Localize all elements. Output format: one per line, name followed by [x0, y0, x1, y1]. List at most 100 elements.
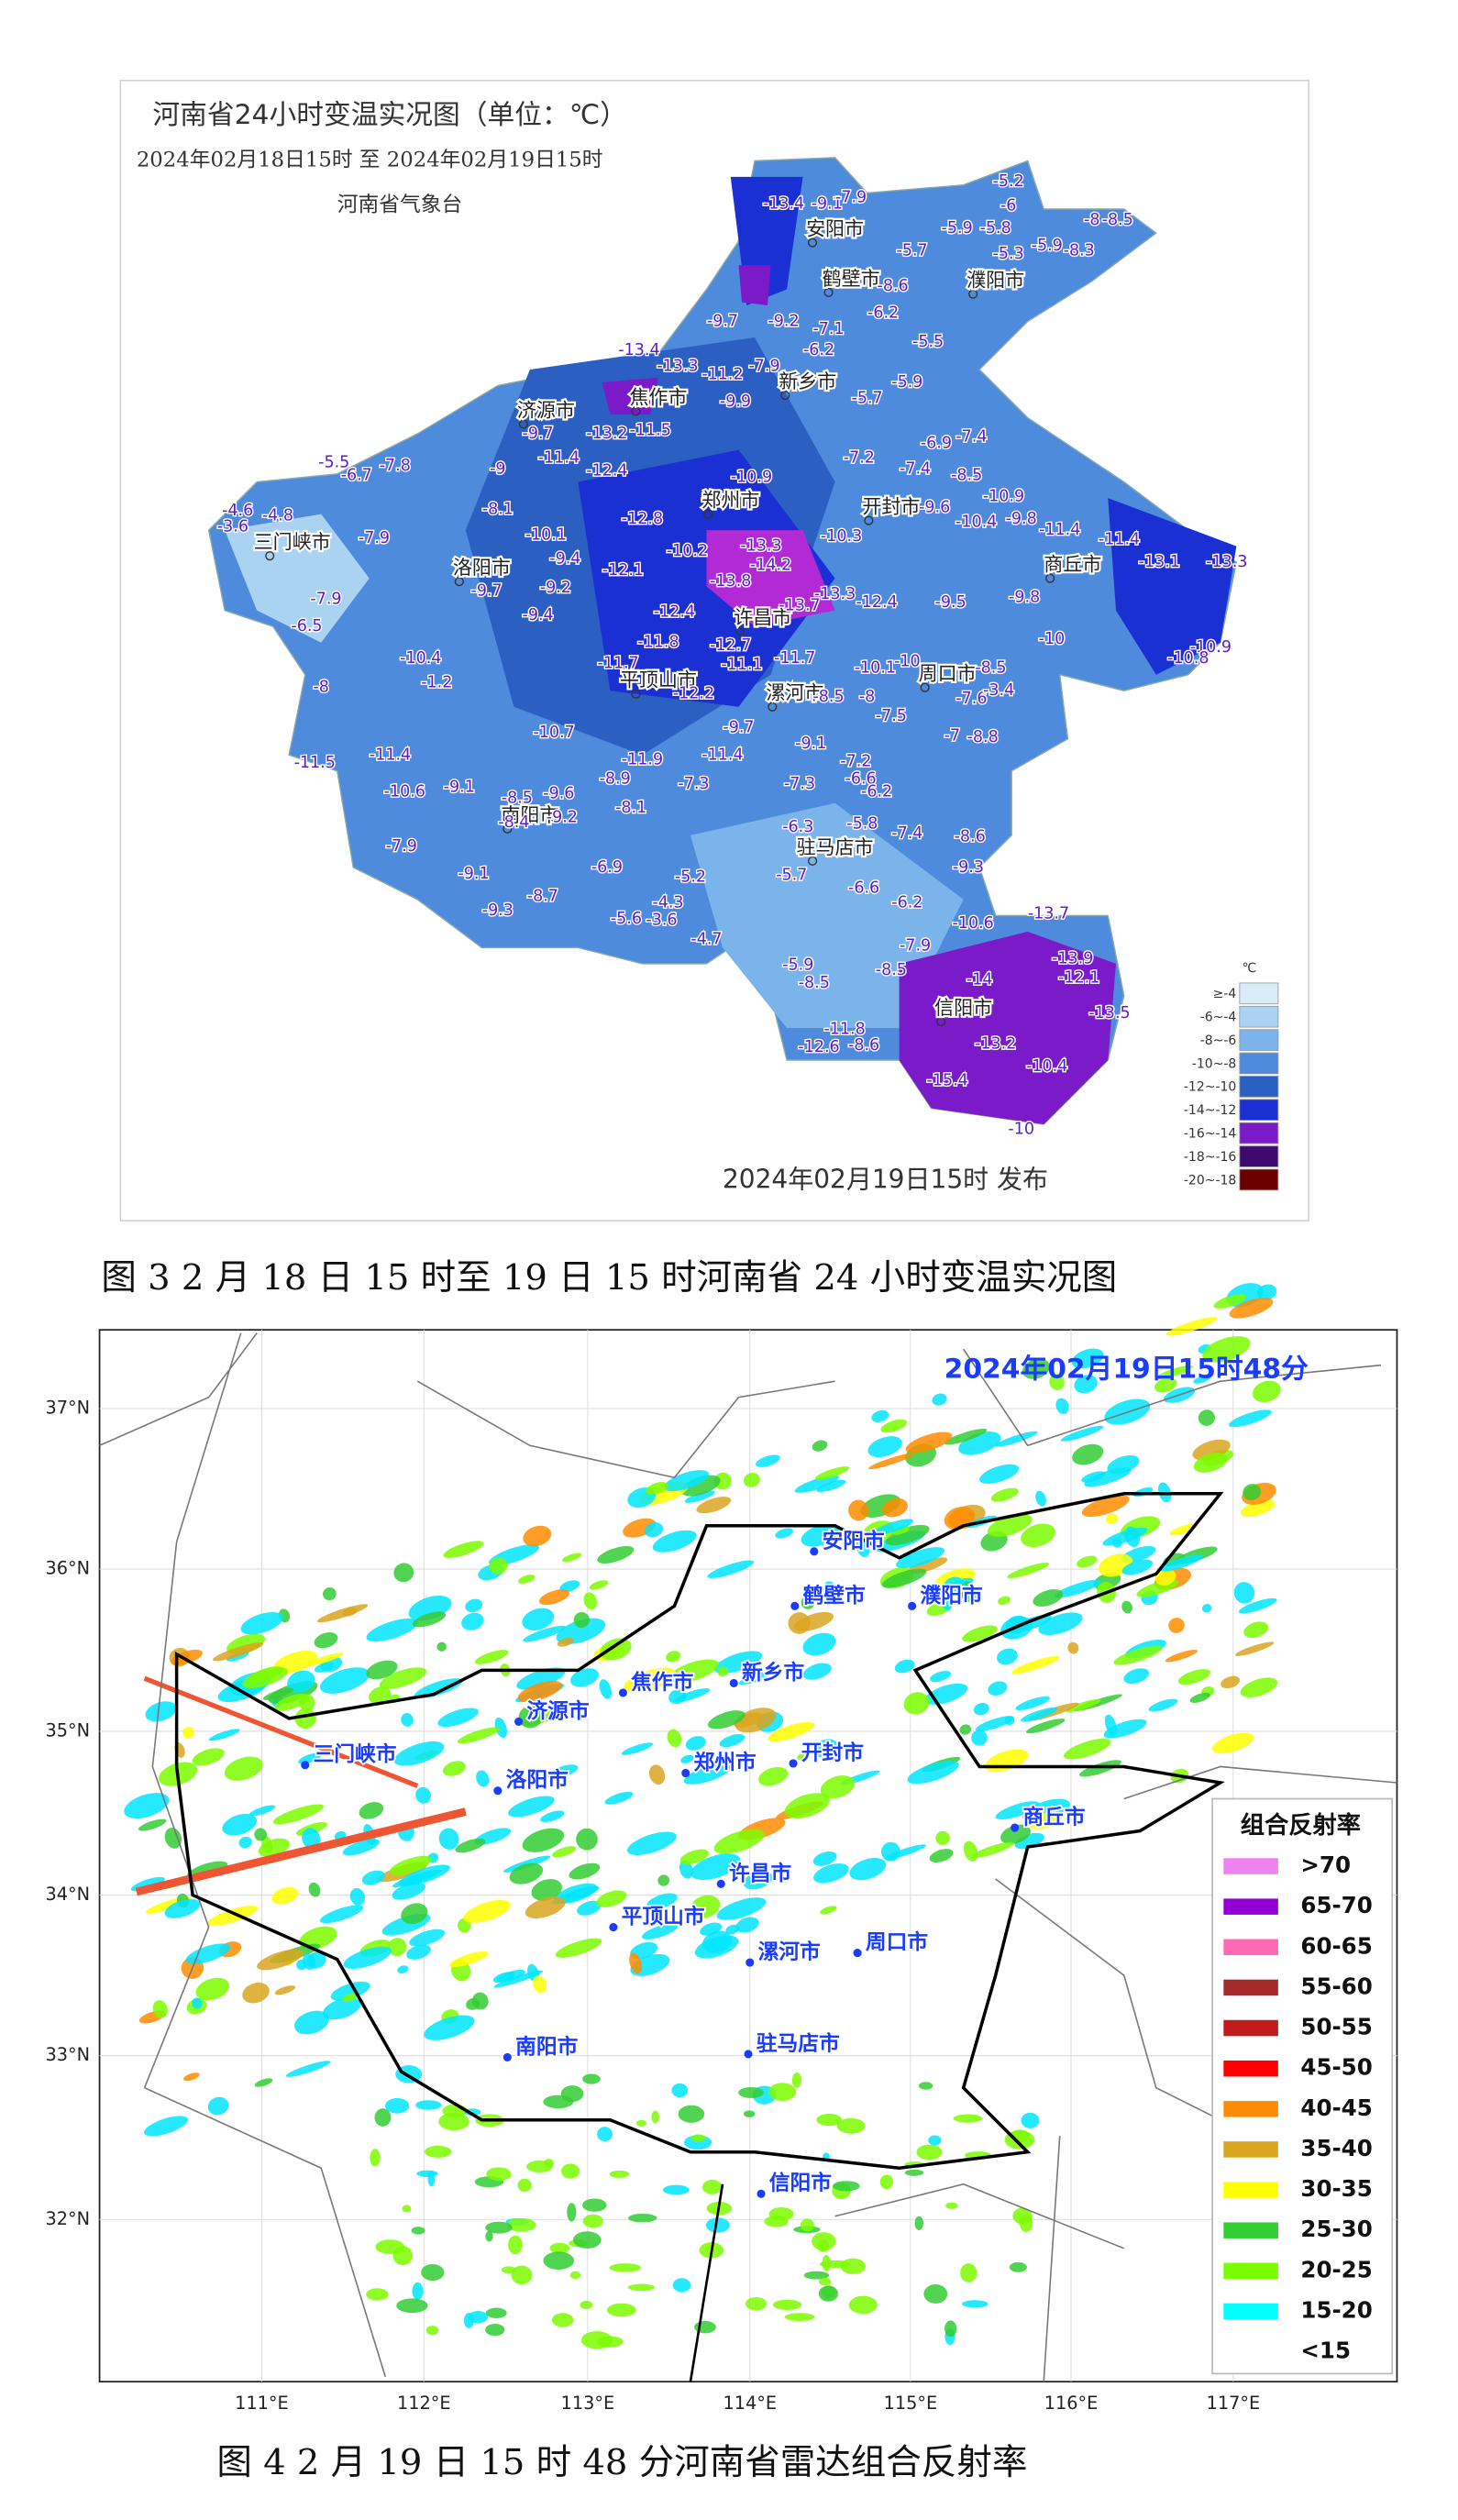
radar-echo: [414, 1678, 463, 1698]
legend-box: [1211, 1797, 1394, 2375]
radar-echo: [274, 1694, 310, 1711]
radar-echo: [629, 1952, 643, 1974]
radar-echo: [192, 1997, 203, 2009]
station-value: -9.7: [523, 425, 554, 443]
station-value: -11.4: [538, 448, 580, 467]
station-value: -11.5: [294, 754, 336, 772]
radar-echo: [679, 1849, 709, 1865]
station-value: -12.1: [602, 561, 644, 580]
radar-echo: [369, 1686, 392, 1705]
radar-echo: [635, 2119, 647, 2127]
radar-echo: [644, 1522, 664, 1538]
legend-label: -12~-10: [1184, 1080, 1236, 1095]
station-value: -8.9: [600, 770, 631, 789]
radar-echo: [940, 1591, 953, 1611]
radar-echo: [690, 2134, 706, 2142]
radar-echo: [242, 1983, 270, 2004]
radar-echo: [1211, 1732, 1254, 1754]
station-value: -11.7: [774, 649, 815, 668]
radar-echo: [443, 1541, 484, 1558]
radar-echo: [442, 1761, 466, 1776]
station-value: -9.1: [795, 735, 826, 753]
radar-echo: [881, 1568, 927, 1588]
radar-echo: [523, 1625, 567, 1642]
radar-echo: [894, 1659, 915, 1674]
radar-echo: [816, 2113, 843, 2127]
radar-echo: [385, 2097, 410, 2114]
legend-label: 40-45: [1300, 2094, 1372, 2121]
radar-echo: [813, 1863, 849, 1884]
station-value: -12.1: [1058, 969, 1099, 988]
region: [706, 530, 835, 627]
radar-echo: [1154, 1568, 1176, 1586]
province-boundary: [174, 1492, 1225, 2171]
radar-streak: [143, 1675, 419, 1788]
radar-echo: [583, 1592, 598, 1610]
radar-echo: [803, 2271, 830, 2280]
radar-echo: [436, 1641, 447, 1652]
radar-echo: [424, 2145, 452, 2158]
caption: 图 4 2 月 19 日 15 时 48 分河南省雷达组合反射率: [216, 2442, 1027, 2483]
radar-echo: [705, 2217, 730, 2233]
radar-echo: [1060, 1425, 1104, 1442]
city-label: 安阳市: [806, 217, 864, 240]
radar-echo: [707, 1560, 755, 1579]
city-dot: [735, 626, 746, 636]
radar-echo: [1168, 1618, 1185, 1633]
lon-label: 116°E: [1044, 2393, 1099, 2414]
legend-swatch: [1223, 2060, 1278, 2077]
radar-echo: [1198, 1409, 1216, 1426]
radar-echo: [138, 1818, 167, 1831]
station-value: -5.7: [852, 390, 883, 408]
station-value: -7.4: [891, 824, 922, 843]
station-value: -12.2: [673, 685, 714, 703]
legend-label: -8~-6: [1200, 1033, 1237, 1048]
radar-echo: [323, 1587, 337, 1601]
city-label: 南阳市: [501, 803, 558, 826]
radar-echo: [627, 2213, 657, 2223]
figure3-period: 2024年02月18日15时 至 2024年02月19日15时: [137, 148, 603, 171]
legend-swatch: [1239, 982, 1279, 1005]
radar-echo: [411, 2226, 425, 2235]
radar-echo: [415, 1786, 431, 1804]
station-value: -8.4: [498, 813, 529, 832]
city-dot: [920, 682, 930, 692]
radar-echo: [457, 1727, 501, 1744]
radar-echo: [582, 2073, 601, 2084]
radar-echo: [848, 2295, 878, 2315]
city-dot: [454, 577, 464, 587]
station-value: -11.8: [637, 634, 679, 652]
radar-echo: [1021, 2112, 1040, 2128]
radar-echo: [998, 1596, 1011, 1606]
radar-echo: [314, 1632, 338, 1649]
radar-echo: [366, 2288, 389, 2301]
station-value: -5.2: [993, 172, 1024, 191]
radar-echo: [152, 2000, 168, 2018]
radar-echo: [975, 1716, 1014, 1731]
radar-echo: [349, 1887, 365, 1906]
station-value: -7.4: [900, 460, 931, 479]
radar-echo: [393, 1563, 414, 1583]
radar-echo: [342, 1839, 381, 1856]
station-value: -6.7: [341, 467, 372, 485]
station-value: -1.2: [421, 673, 452, 691]
radar-echo: [389, 1855, 432, 1875]
radar-echo: [812, 1440, 828, 1452]
radar-echo: [818, 2277, 832, 2286]
station-value: -10: [1008, 1120, 1034, 1138]
radar-echo: [455, 1838, 486, 1853]
radar-echo: [569, 2271, 581, 2280]
radar-echo: [914, 2216, 924, 2231]
station-value: -9.8: [1009, 589, 1040, 607]
radar-echo: [1193, 1375, 1211, 1384]
radar-echo: [738, 2086, 764, 2098]
city-dot: [631, 406, 641, 416]
station-value: -9.3: [953, 858, 984, 877]
city-dot: [1045, 573, 1055, 583]
city-label: 濮阳市: [920, 1583, 982, 1608]
station-value: -8.1: [615, 799, 646, 817]
radar-echo: [802, 1632, 836, 1656]
radar-echo: [880, 1419, 908, 1433]
radar-echo: [485, 2221, 513, 2234]
